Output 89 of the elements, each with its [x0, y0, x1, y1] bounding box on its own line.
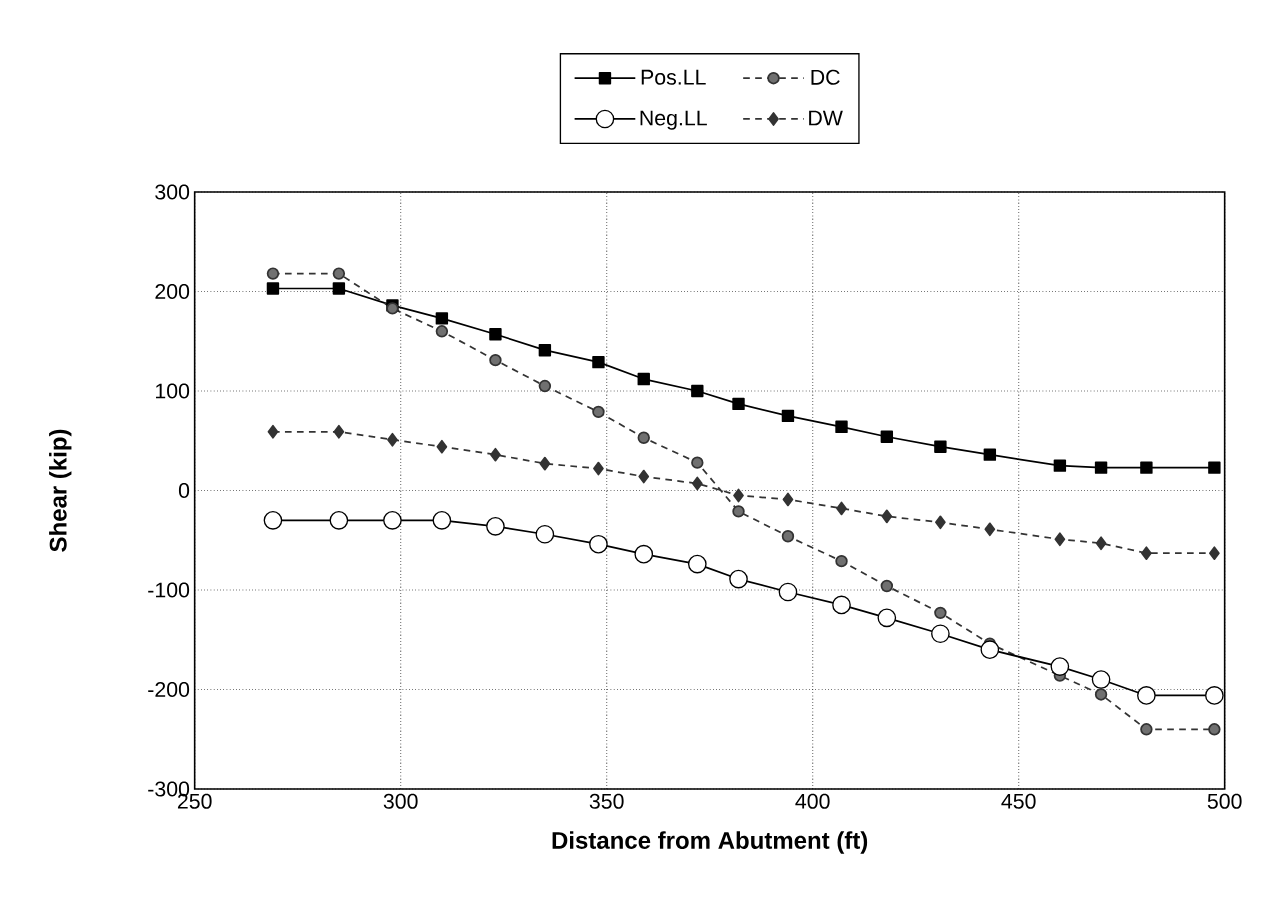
point [1205, 686, 1224, 705]
point [836, 501, 847, 516]
point [435, 325, 449, 338]
point [835, 420, 848, 434]
point [687, 554, 707, 574]
point [729, 569, 748, 589]
point [1054, 532, 1066, 547]
point [435, 312, 449, 325]
point [983, 448, 997, 461]
point [732, 397, 745, 411]
point [835, 554, 848, 568]
point [1208, 723, 1221, 736]
point [781, 530, 795, 543]
x-axis-title: Distance from Abutment (ft) [552, 831, 868, 854]
point [880, 430, 894, 443]
point [436, 439, 448, 454]
x-tick-label: 400 [795, 793, 830, 809]
x-tick-label: 300 [383, 793, 418, 809]
point [637, 372, 650, 386]
point [1208, 461, 1221, 474]
y-tick-label: -100 [148, 582, 190, 598]
point [691, 384, 704, 398]
point [1094, 688, 1108, 701]
point [782, 492, 794, 507]
point [881, 509, 893, 524]
point [589, 534, 608, 554]
point [538, 343, 552, 357]
point [329, 511, 349, 530]
point [637, 431, 650, 444]
point [486, 516, 505, 536]
point [266, 267, 280, 280]
point [332, 267, 346, 280]
point [263, 511, 283, 530]
point [1209, 546, 1220, 561]
point [1091, 670, 1111, 689]
point [935, 515, 946, 530]
point [733, 488, 744, 503]
point [980, 640, 1000, 660]
point [383, 511, 402, 530]
point [535, 524, 555, 544]
point [1137, 686, 1156, 705]
legend-label: DC [811, 69, 840, 85]
point [489, 328, 502, 341]
point [387, 432, 398, 447]
point [934, 606, 947, 620]
point [592, 405, 605, 419]
y-tick-label: 200 [155, 283, 190, 300]
point [1050, 657, 1070, 676]
y-tick-label: -200 [148, 681, 190, 698]
point [267, 424, 279, 439]
point [1140, 461, 1153, 474]
point [634, 544, 654, 564]
x-tick-label: 350 [589, 793, 624, 809]
point [880, 579, 894, 593]
point [489, 353, 502, 367]
point [592, 355, 605, 369]
point [1053, 459, 1067, 472]
point [490, 447, 501, 462]
point [732, 505, 745, 518]
legend-label: Neg.LL [640, 110, 707, 130]
point [691, 476, 703, 491]
legend-label: DW [809, 110, 843, 126]
point [539, 456, 551, 471]
point [1094, 461, 1108, 474]
point [1140, 723, 1153, 736]
legend-label: Pos.LL [641, 69, 706, 85]
point [778, 582, 798, 602]
y-tick-label: 0 [178, 482, 190, 499]
point [984, 522, 996, 537]
point [691, 456, 704, 469]
x-tick-label: 500 [1207, 793, 1242, 809]
point [934, 440, 947, 453]
point [266, 282, 280, 295]
point [538, 379, 552, 393]
point [931, 624, 950, 644]
y-tick-label: 300 [155, 184, 190, 200]
point [333, 424, 345, 439]
point [877, 608, 897, 628]
y-axis-title: Shear (kip) [49, 429, 72, 552]
point [1141, 546, 1152, 561]
x-tick-label: 450 [1001, 793, 1036, 809]
point [432, 511, 452, 530]
point [781, 409, 795, 423]
point [593, 461, 604, 476]
point [832, 595, 851, 615]
point [638, 469, 650, 484]
y-tick-label: 100 [156, 383, 190, 399]
point [1095, 536, 1107, 551]
point [332, 282, 346, 295]
